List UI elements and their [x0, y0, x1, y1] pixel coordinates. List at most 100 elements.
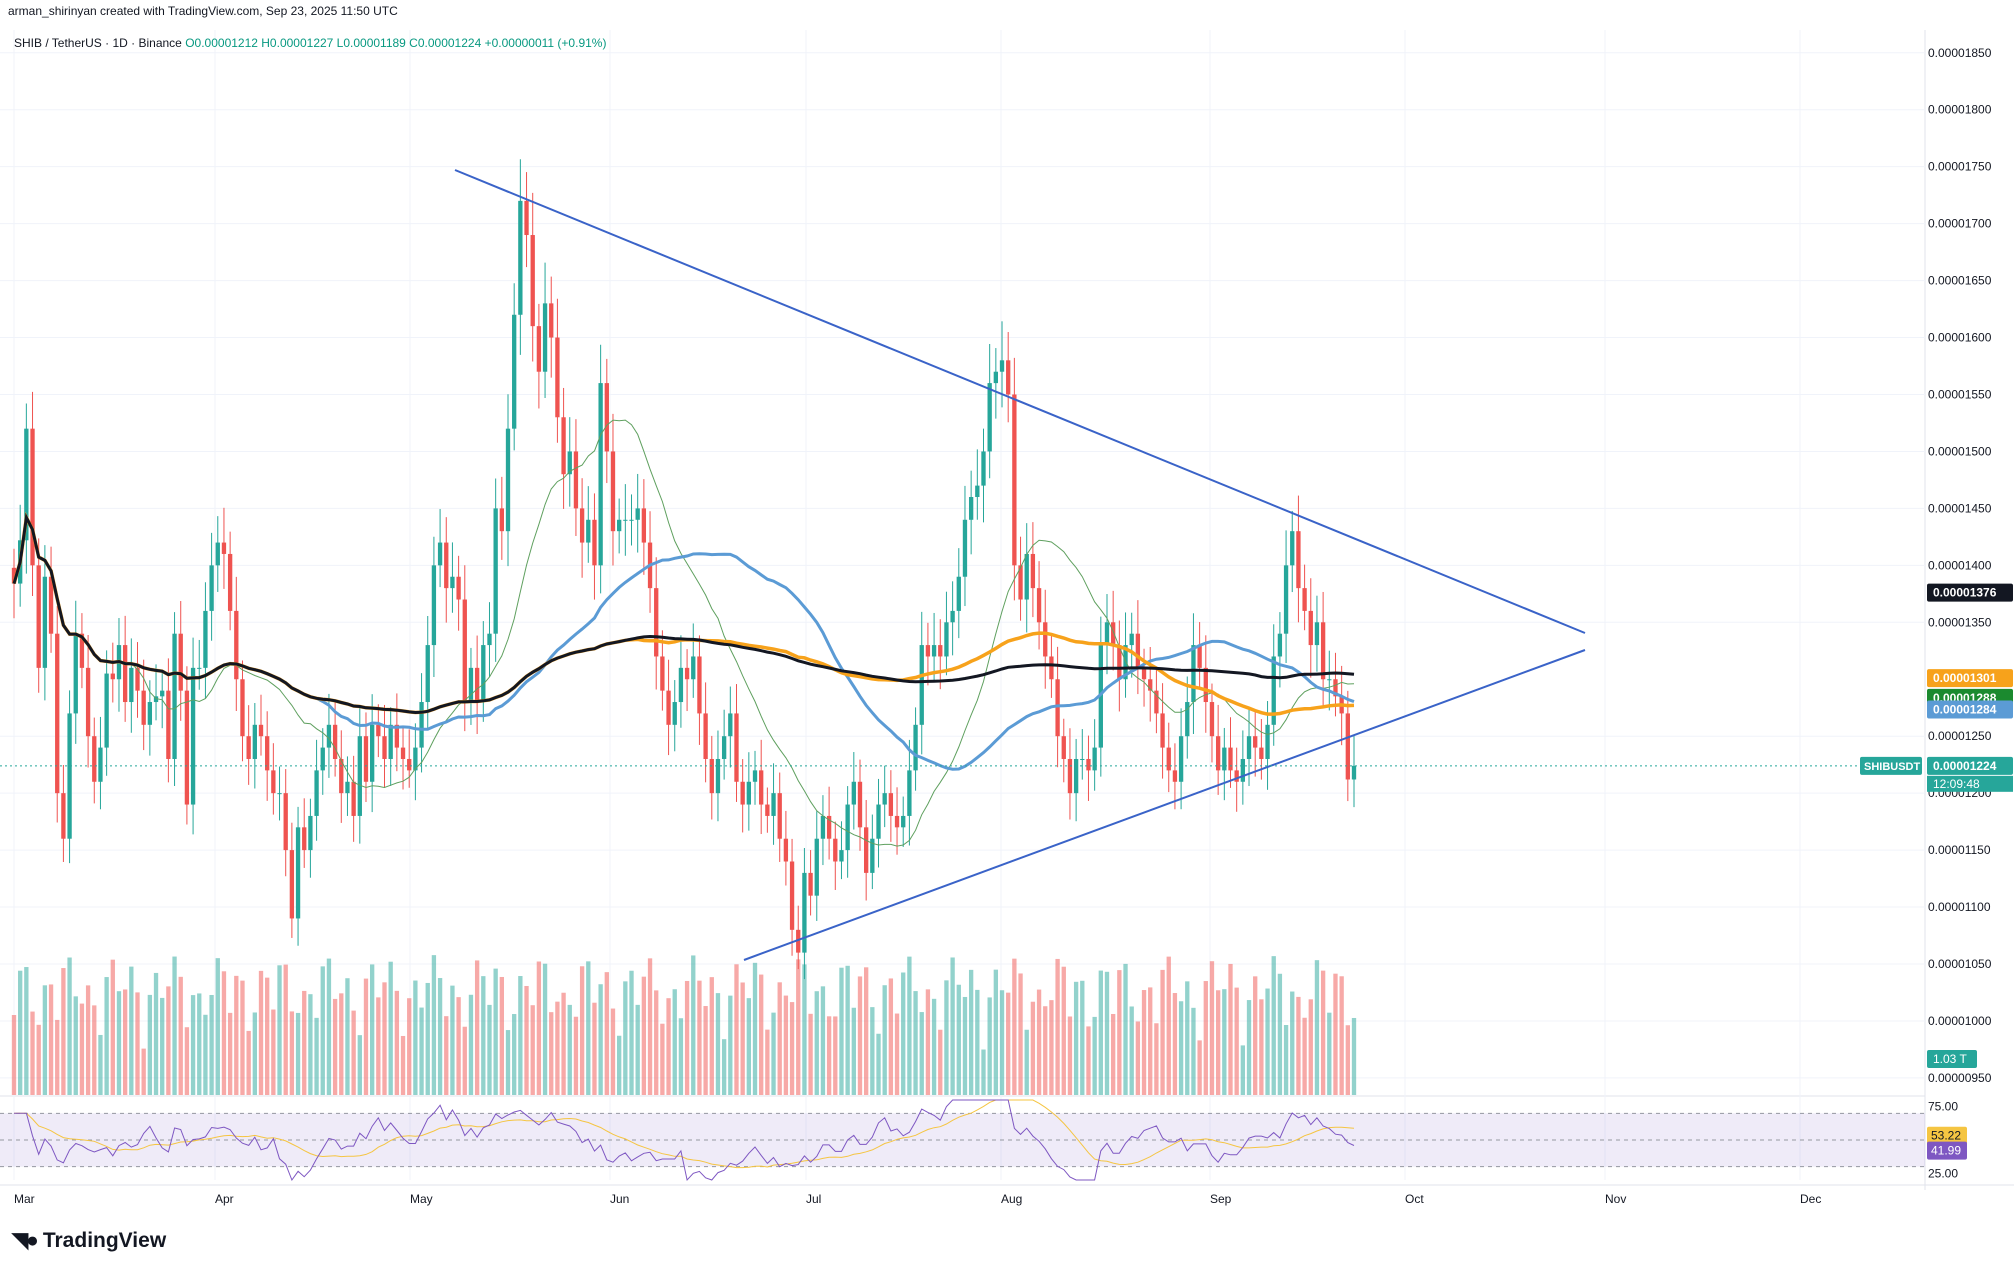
volume-bar	[24, 967, 29, 1095]
volume-bar	[1265, 988, 1270, 1095]
candle-body	[1036, 588, 1042, 623]
candle-body	[592, 519, 597, 566]
candle-body	[1061, 736, 1066, 759]
candle-body	[302, 827, 307, 851]
candle-body	[73, 633, 78, 714]
candle-body	[1160, 713, 1165, 748]
volume-bar	[1148, 987, 1153, 1095]
volume-bar	[740, 982, 745, 1095]
volume-bar	[462, 1026, 467, 1095]
volume-bar	[153, 972, 159, 1095]
volume-bar	[104, 977, 109, 1095]
candle-body	[468, 667, 474, 703]
volume-bar	[73, 996, 78, 1095]
candle-body	[184, 690, 190, 805]
brand-logo[interactable]: ◥● TradingView	[12, 1228, 166, 1253]
volume-bar	[308, 994, 313, 1095]
volume-bar	[67, 957, 72, 1095]
candle-body	[870, 838, 875, 873]
x-tick-label-dec: Dec	[1800, 1192, 1821, 1206]
volume-bar	[1197, 1040, 1202, 1095]
upper-trendline[interactable]	[454, 169, 1586, 634]
volume-bar	[666, 998, 671, 1095]
volume-bar	[845, 965, 850, 1095]
candle-body	[796, 929, 801, 953]
candle-body	[1308, 610, 1313, 646]
volume-bar	[1012, 958, 1017, 1095]
chart-credit: arman_shirinyan created with TradingView…	[8, 4, 398, 18]
candle-body	[30, 428, 35, 566]
candle-body	[437, 542, 443, 566]
candle-body	[172, 633, 177, 759]
volume-bar	[98, 1034, 103, 1095]
volume-bar	[660, 1023, 665, 1095]
candle-body	[456, 576, 461, 600]
volume-bar	[1135, 1021, 1141, 1095]
lower-trendline[interactable]	[743, 649, 1586, 961]
candle-body	[1141, 667, 1147, 680]
candle-body	[227, 553, 233, 611]
volume-bar	[1006, 992, 1011, 1095]
candle-body	[1086, 758, 1091, 771]
candle-body	[789, 861, 795, 930]
volume-bar	[851, 1007, 856, 1095]
volume-bar	[172, 956, 177, 1095]
candle-body	[481, 645, 486, 703]
volume-bar	[166, 986, 171, 1095]
x-tick-label-aug: Aug	[1001, 1192, 1022, 1206]
candle-body	[752, 770, 758, 782]
volume-bar	[160, 997, 165, 1095]
volume-bar	[1191, 1007, 1196, 1095]
symbol-name: SHIB / TetherUS · 1D · Binance	[14, 36, 182, 50]
volume-bar	[1030, 1001, 1036, 1095]
candle-body	[1259, 747, 1264, 759]
volume-bar	[326, 958, 332, 1095]
volume-bar	[962, 996, 968, 1095]
volume-bar	[1111, 1013, 1116, 1095]
volume-bar	[1049, 1000, 1054, 1095]
candle-body	[1123, 645, 1128, 680]
volume-bar	[771, 1012, 776, 1095]
volume-bar	[1203, 981, 1208, 1095]
volume-bar	[647, 958, 653, 1095]
candle-body	[505, 428, 511, 532]
volume-bar	[135, 992, 140, 1095]
volume-bar	[190, 995, 196, 1095]
candle-body	[783, 838, 789, 862]
candle-body	[925, 645, 931, 657]
candle-body	[999, 360, 1005, 372]
candle-body	[357, 736, 362, 816]
volume-bar	[240, 980, 245, 1095]
volume-bar	[1073, 981, 1079, 1095]
volume-bar	[1129, 1006, 1134, 1095]
candle-body	[641, 508, 647, 543]
candle-body	[363, 736, 369, 782]
volume-bar	[345, 978, 350, 1095]
volume-bar	[919, 1012, 924, 1095]
candle-body	[857, 781, 863, 828]
volume-bar	[709, 977, 714, 1095]
candle-body	[771, 793, 776, 816]
candle-body	[944, 622, 949, 657]
volume-bar	[1055, 958, 1060, 1095]
candle-body	[1135, 633, 1141, 668]
volume-bar	[968, 969, 974, 1095]
x-tick-label-mar: Mar	[14, 1192, 35, 1206]
volume-bar	[505, 1030, 511, 1095]
volume-bar	[579, 966, 585, 1095]
candle-body	[1314, 622, 1320, 646]
candle-body	[289, 850, 295, 919]
candle-body	[382, 736, 387, 759]
candle-body	[573, 451, 579, 509]
candle-body	[153, 696, 159, 703]
candle-body	[839, 850, 844, 862]
volume-bar	[388, 961, 393, 1095]
volume-bar	[444, 1016, 449, 1095]
volume-bar	[419, 1007, 424, 1095]
volume-bar	[536, 961, 542, 1095]
volume-bar	[283, 964, 288, 1095]
candle-body	[1222, 747, 1227, 771]
candle-body	[320, 747, 325, 771]
volume-bar	[481, 976, 486, 1095]
